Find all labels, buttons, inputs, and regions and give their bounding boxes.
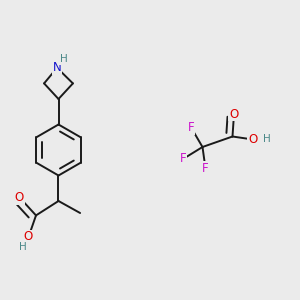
Text: O: O [248, 133, 257, 146]
Text: H: H [60, 54, 68, 64]
Text: O: O [15, 191, 24, 204]
Text: F: F [202, 162, 209, 175]
Text: N: N [53, 61, 62, 74]
Text: F: F [180, 152, 186, 166]
Text: O: O [24, 230, 33, 244]
Text: H: H [19, 242, 27, 252]
Text: F: F [188, 121, 194, 134]
Text: O: O [230, 107, 238, 121]
Text: H: H [262, 134, 270, 145]
